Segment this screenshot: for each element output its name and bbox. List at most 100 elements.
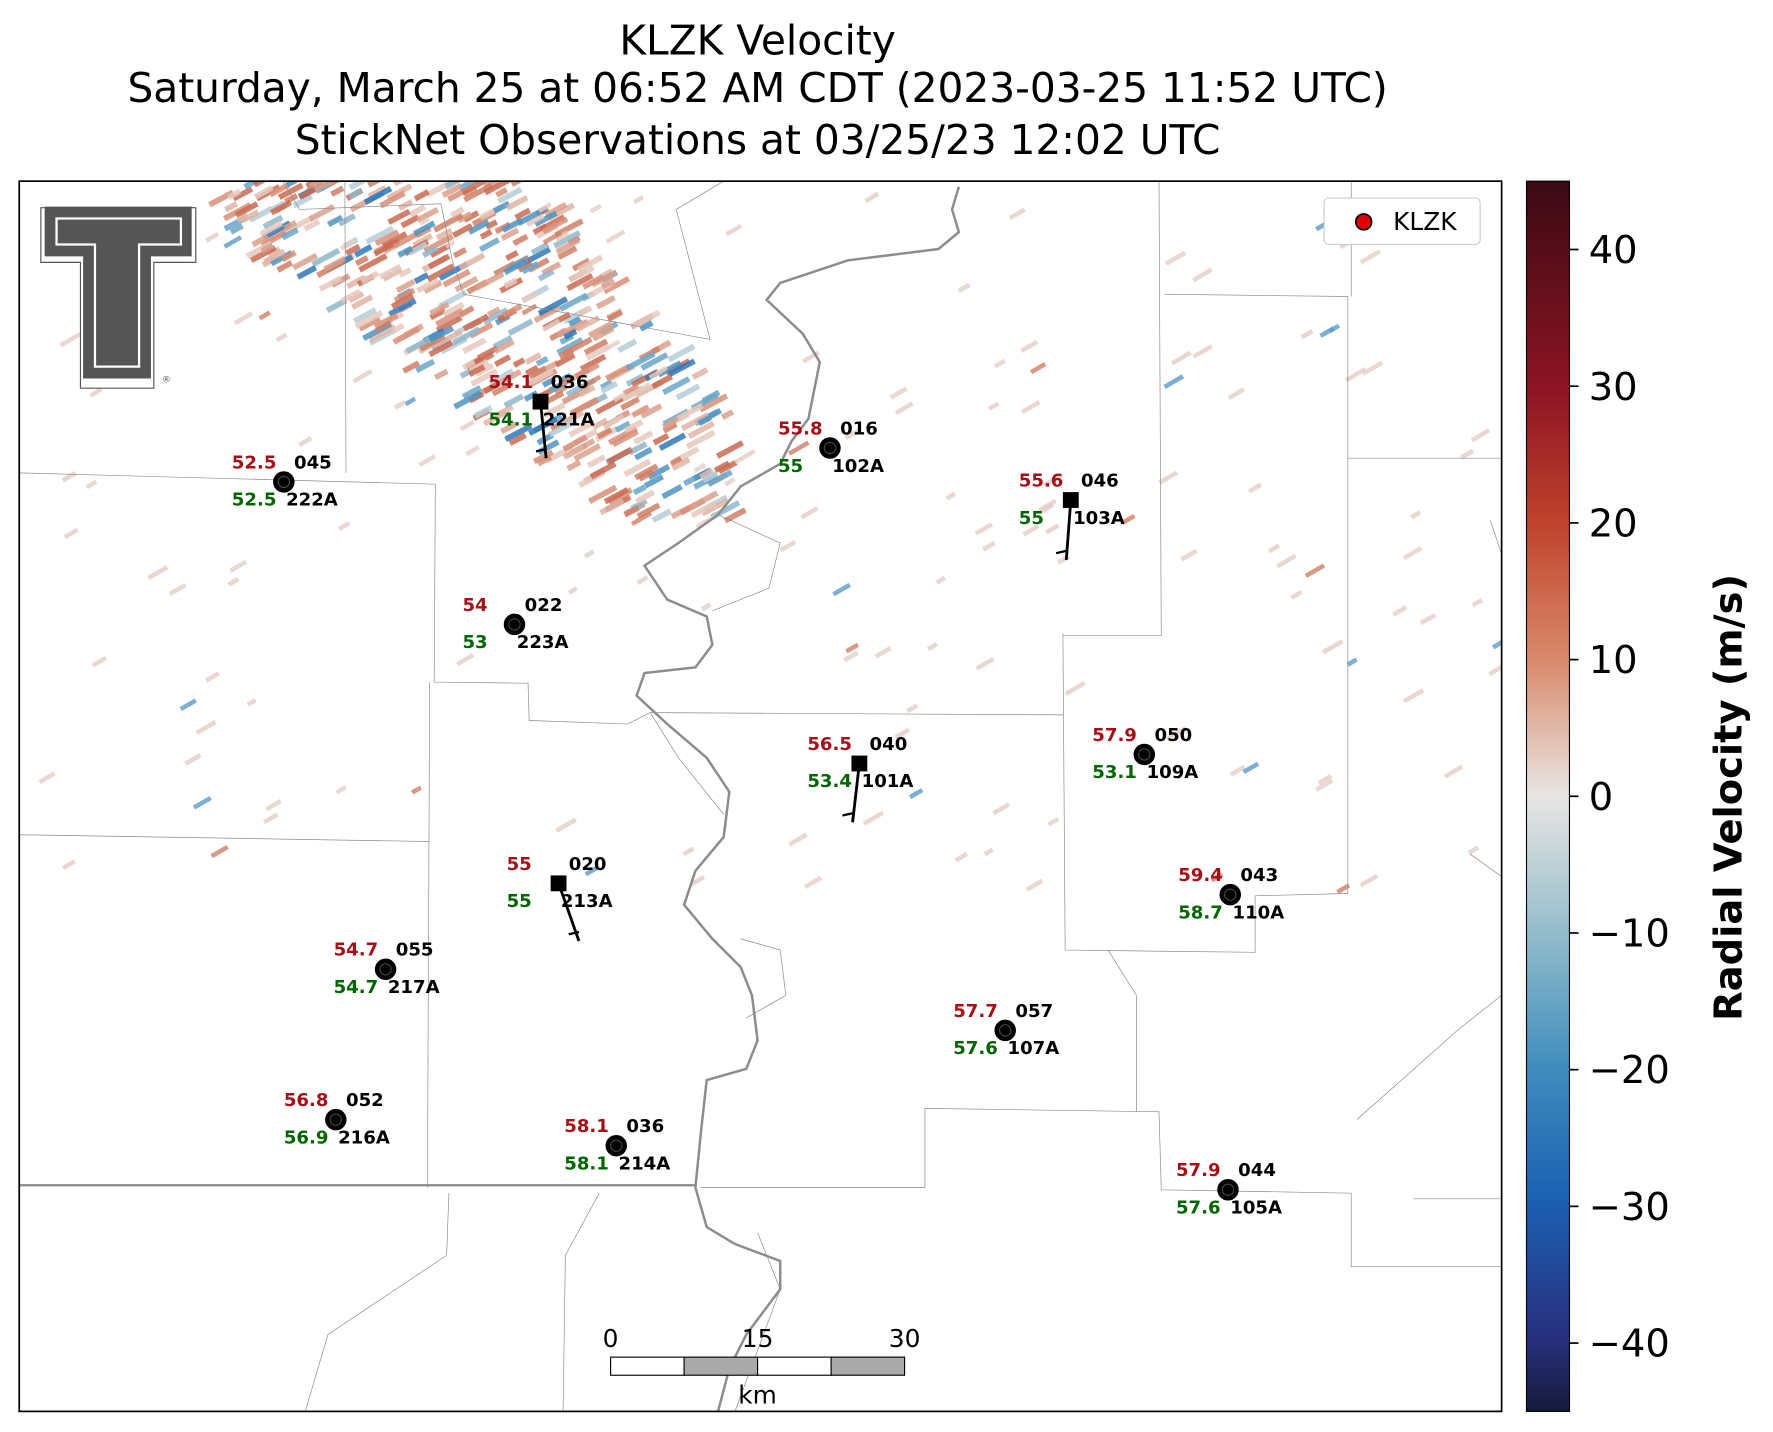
- echo: [318, 275, 343, 292]
- echo: [402, 360, 421, 374]
- echo: [492, 334, 513, 350]
- echo: [468, 364, 486, 377]
- echo: [433, 368, 449, 381]
- echo: [906, 703, 919, 714]
- echo: [1064, 680, 1086, 696]
- echo: [392, 326, 421, 345]
- echo: [392, 181, 419, 187]
- echo: [1025, 878, 1044, 892]
- dewpoint: 57.6: [1176, 1198, 1221, 1219]
- station: 59.4 043 58.7 110A: [1178, 865, 1284, 923]
- echo: [283, 220, 298, 232]
- echo: [725, 223, 743, 237]
- station-marker: [374, 958, 397, 981]
- echo: [689, 490, 719, 510]
- echo: [592, 325, 615, 342]
- echo: [204, 231, 220, 243]
- echo: [442, 301, 465, 318]
- echo: [675, 383, 701, 401]
- echo: [698, 393, 729, 413]
- echo: [662, 421, 678, 434]
- echo: [568, 316, 582, 327]
- wind-barb-flag: [842, 812, 853, 817]
- echo: [344, 243, 361, 256]
- echo: [974, 522, 994, 536]
- echo: [625, 373, 645, 387]
- station-ring: [610, 1139, 623, 1152]
- echo: [576, 254, 604, 273]
- echo: [957, 282, 971, 293]
- county-line: [1356, 995, 1502, 1120]
- echo: [562, 434, 588, 452]
- station-id: 102A: [832, 456, 884, 477]
- echo: [557, 245, 578, 260]
- echo: [1164, 250, 1187, 266]
- echo: [554, 218, 584, 238]
- echo: [566, 459, 582, 472]
- echo: [908, 788, 924, 800]
- echo: [651, 508, 672, 523]
- echo: [467, 219, 491, 235]
- echo: [572, 265, 595, 281]
- echo: [354, 310, 384, 330]
- station: 55 020 55 213A: [507, 854, 613, 942]
- station-ring: [1224, 888, 1237, 901]
- echo: [589, 203, 602, 214]
- station-marker: [605, 1134, 627, 1157]
- echo: [628, 441, 648, 456]
- echo: [432, 329, 463, 349]
- dewpoint: 58.1: [564, 1153, 609, 1174]
- echo: [788, 832, 808, 847]
- echo: [571, 257, 591, 272]
- station-ring: [508, 618, 521, 631]
- echo: [1158, 470, 1179, 485]
- echo: [632, 484, 647, 496]
- county-lines: [19, 181, 1502, 1412]
- echo: [313, 181, 333, 193]
- echo: [595, 295, 616, 310]
- echo: [388, 298, 417, 317]
- echo: [542, 402, 566, 418]
- echo: [205, 671, 221, 683]
- echo: [508, 432, 527, 446]
- echo: [408, 204, 427, 218]
- echo: [723, 507, 747, 524]
- echo: [636, 502, 661, 519]
- echo: [559, 292, 589, 312]
- echo: [537, 439, 560, 456]
- echo: [267, 246, 282, 258]
- echo: [612, 391, 627, 403]
- station-ring: [1221, 1183, 1235, 1196]
- echo: [588, 484, 618, 504]
- echo: [338, 521, 351, 531]
- echo: [635, 489, 656, 505]
- dewpoint: 52.5: [232, 490, 277, 511]
- echo: [596, 427, 613, 440]
- echo: [413, 220, 436, 237]
- echo: [631, 404, 650, 418]
- station-marker: [325, 1108, 347, 1131]
- station: 54.7 055 54.7 217A: [334, 940, 440, 998]
- echo: [723, 477, 736, 487]
- echo: [606, 309, 623, 322]
- dewpoint: 55: [507, 891, 532, 912]
- title-line: KLZK Velocity: [619, 17, 895, 65]
- station: 56.5 040 53.4 101A: [807, 734, 913, 823]
- echo: [368, 324, 397, 343]
- echo: [803, 875, 823, 889]
- echo: [625, 351, 656, 371]
- echo: [233, 311, 254, 326]
- station-marker: [1133, 743, 1156, 766]
- echo: [449, 206, 465, 218]
- echo: [348, 181, 366, 191]
- wind-barb: [557, 882, 581, 942]
- echo: [168, 582, 187, 596]
- dewpoint: 58.7: [1178, 902, 1223, 923]
- station: 54.1 036 54.1 221A: [488, 372, 594, 459]
- echo: [680, 412, 710, 432]
- echo: [393, 400, 406, 410]
- echo: [475, 271, 505, 291]
- echo: [243, 181, 272, 190]
- echo: [800, 506, 819, 520]
- echo: [605, 363, 632, 382]
